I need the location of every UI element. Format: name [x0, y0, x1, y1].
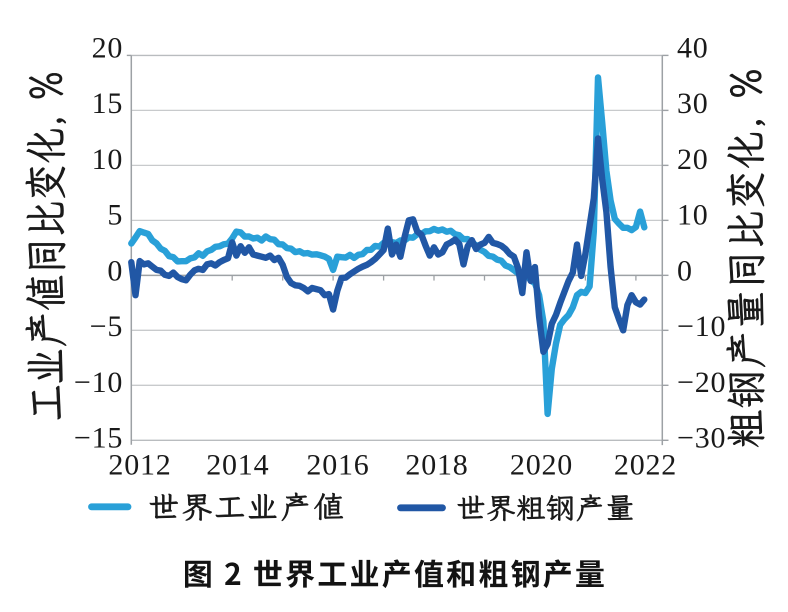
svg-text:40: 40 — [677, 31, 709, 64]
svg-text:15: 15 — [92, 87, 124, 120]
svg-text:20: 20 — [92, 31, 124, 64]
svg-text:30: 30 — [677, 87, 709, 120]
svg-text:0: 0 — [677, 254, 693, 287]
svg-text:2018: 2018 — [405, 448, 468, 481]
svg-text:2012: 2012 — [108, 448, 171, 481]
svg-text:2016: 2016 — [306, 448, 369, 481]
svg-text:−10: −10 — [74, 366, 123, 399]
svg-text:−5: −5 — [90, 310, 124, 343]
svg-text:2022: 2022 — [614, 448, 677, 481]
svg-text:0: 0 — [107, 254, 123, 287]
svg-text:−20: −20 — [677, 366, 726, 399]
svg-text:10: 10 — [677, 199, 709, 232]
svg-text:5: 5 — [107, 199, 123, 232]
svg-text:2014: 2014 — [206, 448, 269, 481]
svg-text:−30: −30 — [677, 422, 726, 455]
svg-text:−15: −15 — [74, 422, 123, 455]
svg-text:−10: −10 — [677, 310, 726, 343]
svg-text:2020: 2020 — [510, 448, 573, 481]
svg-text:10: 10 — [92, 143, 124, 176]
svg-text:20: 20 — [677, 143, 709, 176]
